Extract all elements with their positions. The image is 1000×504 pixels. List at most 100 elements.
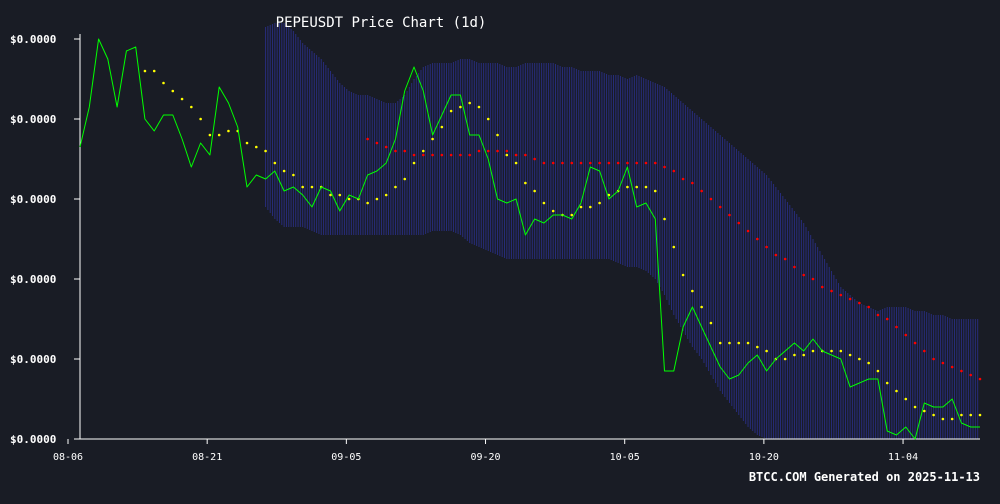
sma-short-point bbox=[245, 141, 249, 145]
x-tick-label: 09-05 bbox=[331, 452, 361, 463]
sma-short-point bbox=[570, 213, 574, 217]
sma-long-point bbox=[626, 161, 629, 165]
sma-short-point bbox=[524, 181, 527, 185]
sma-short-point bbox=[950, 417, 954, 421]
sma-short-point bbox=[932, 413, 935, 417]
sma-long-point bbox=[691, 181, 694, 185]
sma-short-point bbox=[375, 197, 379, 201]
sma-long-point bbox=[375, 141, 379, 145]
sma-short-point bbox=[384, 193, 388, 197]
sma-short-point bbox=[802, 353, 806, 357]
sma-short-point bbox=[338, 193, 342, 197]
sma-short-point bbox=[746, 341, 750, 345]
sma-short-point bbox=[208, 133, 212, 137]
sma-long-point bbox=[932, 357, 935, 361]
sma-short-point bbox=[626, 185, 629, 189]
sma-short-point bbox=[635, 185, 639, 189]
sma-long-point bbox=[783, 257, 787, 261]
sma-long-point bbox=[607, 161, 611, 165]
sma-short-point bbox=[653, 189, 657, 193]
chart-title: PEPEUSDT Price Chart (1d) bbox=[276, 15, 487, 31]
sma-short-point bbox=[486, 117, 490, 121]
sma-short-point bbox=[282, 169, 286, 173]
sma-long-point bbox=[950, 365, 954, 369]
sma-long-point bbox=[431, 153, 434, 157]
sma-short-point bbox=[904, 397, 908, 401]
axes: $0.0000 $0.0000 $0.0000 $0.0000 $0.0000 $0.00… bbox=[10, 33, 980, 463]
price-line bbox=[79, 38, 980, 440]
y-tick-label: $0.0000 bbox=[10, 193, 56, 206]
sma-long-point bbox=[737, 221, 741, 225]
sma-short-point bbox=[783, 357, 787, 361]
sma-short-point bbox=[644, 185, 648, 189]
sma-short-point bbox=[190, 105, 193, 109]
x-tick-label: 10-05 bbox=[610, 452, 640, 463]
sma-long-point bbox=[653, 161, 657, 165]
sma-short-series bbox=[143, 69, 982, 421]
sma-long-point bbox=[839, 293, 843, 297]
sma-short-point bbox=[941, 417, 945, 421]
price-series bbox=[79, 38, 980, 440]
sma-long-point bbox=[459, 153, 462, 157]
sma-short-point bbox=[496, 133, 499, 137]
footer-credit: BTCC.COM Generated on 2025-11-13 bbox=[749, 470, 980, 484]
x-tick-label: 08-21 bbox=[192, 452, 222, 463]
sma-short-point bbox=[978, 413, 982, 417]
sma-long-point bbox=[774, 253, 778, 257]
sma-long-point bbox=[978, 377, 982, 381]
sma-long-point bbox=[533, 157, 536, 161]
sma-long-point bbox=[811, 277, 815, 281]
sma-long-point bbox=[728, 213, 731, 217]
sma-short-point bbox=[811, 349, 815, 353]
sma-short-point bbox=[589, 205, 592, 209]
sma-long-point bbox=[830, 289, 833, 293]
sma-long-point bbox=[923, 349, 926, 353]
sma-long-point bbox=[895, 325, 898, 329]
sma-long-point bbox=[598, 161, 601, 165]
sma-short-point bbox=[514, 161, 518, 165]
sma-long-point bbox=[366, 137, 369, 141]
sma-long-point bbox=[579, 161, 583, 165]
sma-short-point bbox=[468, 101, 471, 105]
sma-long-point bbox=[477, 149, 481, 153]
sma-long-series bbox=[366, 137, 982, 381]
sma-short-point bbox=[867, 361, 870, 365]
x-tick-label: 10-20 bbox=[749, 452, 779, 463]
sma-long-point bbox=[616, 161, 620, 165]
sma-short-point bbox=[459, 105, 462, 109]
sma-long-point bbox=[969, 373, 973, 377]
y-tick-label: $0.0000 bbox=[10, 113, 56, 126]
sma-short-point bbox=[876, 369, 880, 373]
sma-long-point bbox=[542, 161, 546, 165]
sma-long-point bbox=[681, 177, 685, 181]
sma-long-point bbox=[514, 153, 518, 157]
sma-long-point bbox=[820, 285, 824, 289]
sma-long-point bbox=[700, 189, 703, 193]
sma-short-point bbox=[310, 185, 314, 189]
sma-short-point bbox=[542, 201, 546, 205]
sma-short-point bbox=[533, 189, 536, 193]
sma-short-point bbox=[162, 81, 165, 85]
sma-long-point bbox=[904, 333, 908, 337]
sma-long-point bbox=[802, 273, 806, 277]
y-tick-label: $0.0000 bbox=[10, 353, 56, 366]
sma-long-point bbox=[384, 145, 388, 149]
sma-short-point bbox=[969, 413, 973, 417]
sma-long-point bbox=[524, 153, 527, 157]
sma-short-point bbox=[273, 161, 277, 165]
sma-short-point bbox=[171, 89, 175, 93]
sma-short-point bbox=[394, 185, 397, 189]
sma-long-point bbox=[496, 149, 499, 153]
sma-long-point bbox=[709, 197, 713, 201]
sma-short-point bbox=[960, 413, 963, 417]
sma-short-point bbox=[895, 389, 898, 393]
x-tick-label: 11-04 bbox=[888, 452, 918, 463]
sma-short-point bbox=[839, 349, 843, 353]
sma-short-point bbox=[505, 153, 509, 157]
sma-long-point bbox=[672, 169, 676, 173]
sma-short-point bbox=[431, 137, 434, 141]
sma-short-point bbox=[737, 341, 741, 345]
sma-long-point bbox=[941, 361, 945, 365]
sma-long-point bbox=[449, 153, 453, 157]
